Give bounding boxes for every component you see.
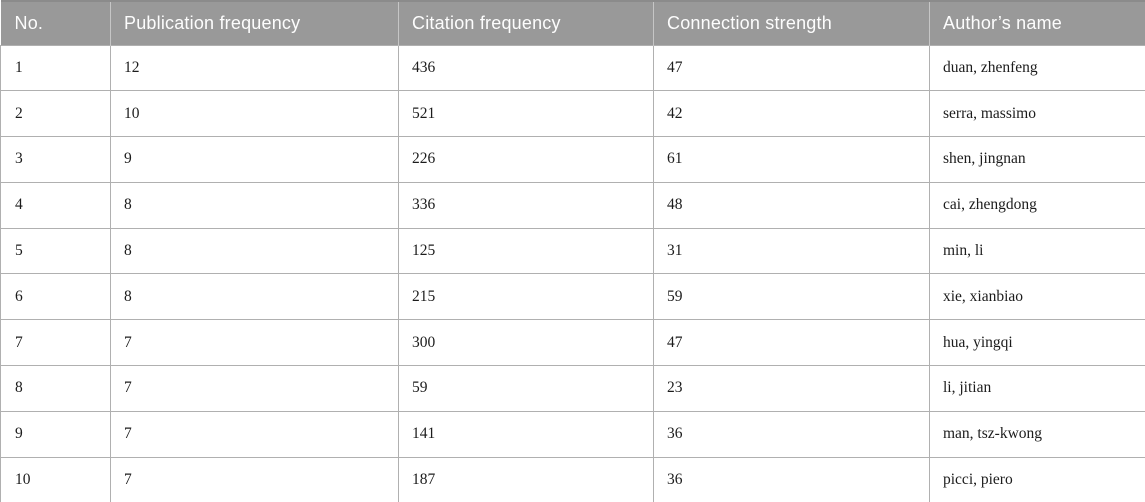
cell-author_name: li, jitian (929, 365, 1145, 412)
cell-no: 5 (0, 227, 111, 275)
cell-connection_strength: 31 (653, 227, 930, 275)
cell-author_name: duan, zhenfeng (929, 44, 1145, 92)
cell-publication_frequency: 7 (110, 319, 399, 367)
column-header-publication_frequency: Publication frequency (110, 0, 399, 45)
cell-no: 9 (0, 410, 111, 458)
table-row: 8 7 59 23 li, jitian (0, 365, 1145, 412)
cell-publication_frequency: 7 (110, 410, 399, 458)
table-row: 4 8 336 48 cai, zhengdong (0, 181, 1145, 229)
table-row: 10 7 187 36 picci, piero (0, 456, 1145, 502)
cell-author_name: man, tsz-kwong (929, 410, 1145, 458)
cell-publication_frequency: 9 (110, 136, 399, 183)
cell-publication_frequency: 7 (110, 456, 399, 502)
cell-connection_strength: 59 (653, 273, 930, 321)
cell-no: 7 (0, 319, 111, 367)
cell-citation_frequency: 336 (398, 181, 654, 229)
cell-publication_frequency: 7 (110, 365, 399, 412)
cell-no: 2 (0, 90, 111, 138)
cell-author_name: min, li (929, 227, 1145, 275)
cell-connection_strength: 61 (653, 136, 930, 183)
table-row: 3 9 226 61 shen, jingnan (0, 136, 1145, 183)
cell-no: 8 (0, 365, 111, 412)
cell-publication_frequency: 12 (110, 44, 399, 92)
cell-citation_frequency: 59 (398, 365, 654, 412)
cell-citation_frequency: 215 (398, 273, 654, 321)
cell-citation_frequency: 226 (398, 136, 654, 183)
table-header: No. Publication frequency Citation frequen… (0, 0, 1145, 45)
cell-citation_frequency: 187 (398, 456, 654, 502)
cell-author_name: xie, xianbiao (929, 273, 1145, 321)
table-row: 1 12 436 47 duan, zhenfeng (0, 44, 1145, 92)
cell-no: 10 (0, 456, 111, 502)
cell-connection_strength: 36 (653, 456, 930, 502)
cell-connection_strength: 36 (653, 410, 930, 458)
cell-author_name: shen, jingnan (929, 136, 1145, 183)
cell-citation_frequency: 125 (398, 227, 654, 275)
cell-no: 1 (0, 44, 111, 92)
cell-no: 4 (0, 181, 111, 229)
header-row: No. Publication frequency Citation frequen… (0, 0, 1145, 45)
cell-publication_frequency: 8 (110, 227, 399, 275)
cell-publication_frequency: 8 (110, 181, 399, 229)
cell-citation_frequency: 300 (398, 319, 654, 367)
cell-connection_strength: 47 (653, 44, 930, 92)
cell-connection_strength: 23 (653, 365, 930, 412)
cell-citation_frequency: 141 (398, 410, 654, 458)
cell-author_name: hua, yingqi (929, 319, 1145, 367)
cell-connection_strength: 42 (653, 90, 930, 138)
table-row: 2 10 521 42 serra, massimo (0, 90, 1145, 138)
table-body: 1 12 436 47 duan, zhenfeng 2 10 521 42 serra, mas… (0, 44, 1145, 502)
column-header-connection_strength: Connection strength (653, 0, 930, 45)
cell-publication_frequency: 8 (110, 273, 399, 321)
column-header-no: No. (0, 0, 111, 45)
cell-publication_frequency: 10 (110, 90, 399, 138)
table-row: 6 8 215 59 xie, xianbiao (0, 273, 1145, 321)
table-row: 7 7 300 47 hua, yingqi (0, 319, 1145, 367)
cell-citation_frequency: 436 (398, 44, 654, 92)
column-header-author_name: Author’s name (929, 0, 1145, 45)
column-header-citation_frequency: Citation frequency (398, 0, 654, 45)
cell-connection_strength: 47 (653, 319, 930, 367)
cell-author_name: cai, zhengdong (929, 181, 1145, 229)
cell-citation_frequency: 521 (398, 90, 654, 138)
cell-no: 6 (0, 273, 111, 321)
cell-author_name: picci, piero (929, 456, 1145, 502)
table-row: 5 8 125 31 min, li (0, 227, 1145, 275)
table-row: 9 7 141 36 man, tsz-kwong (0, 410, 1145, 458)
cell-no: 3 (0, 136, 111, 183)
cell-connection_strength: 48 (653, 181, 930, 229)
cell-author_name: serra, massimo (929, 90, 1145, 138)
